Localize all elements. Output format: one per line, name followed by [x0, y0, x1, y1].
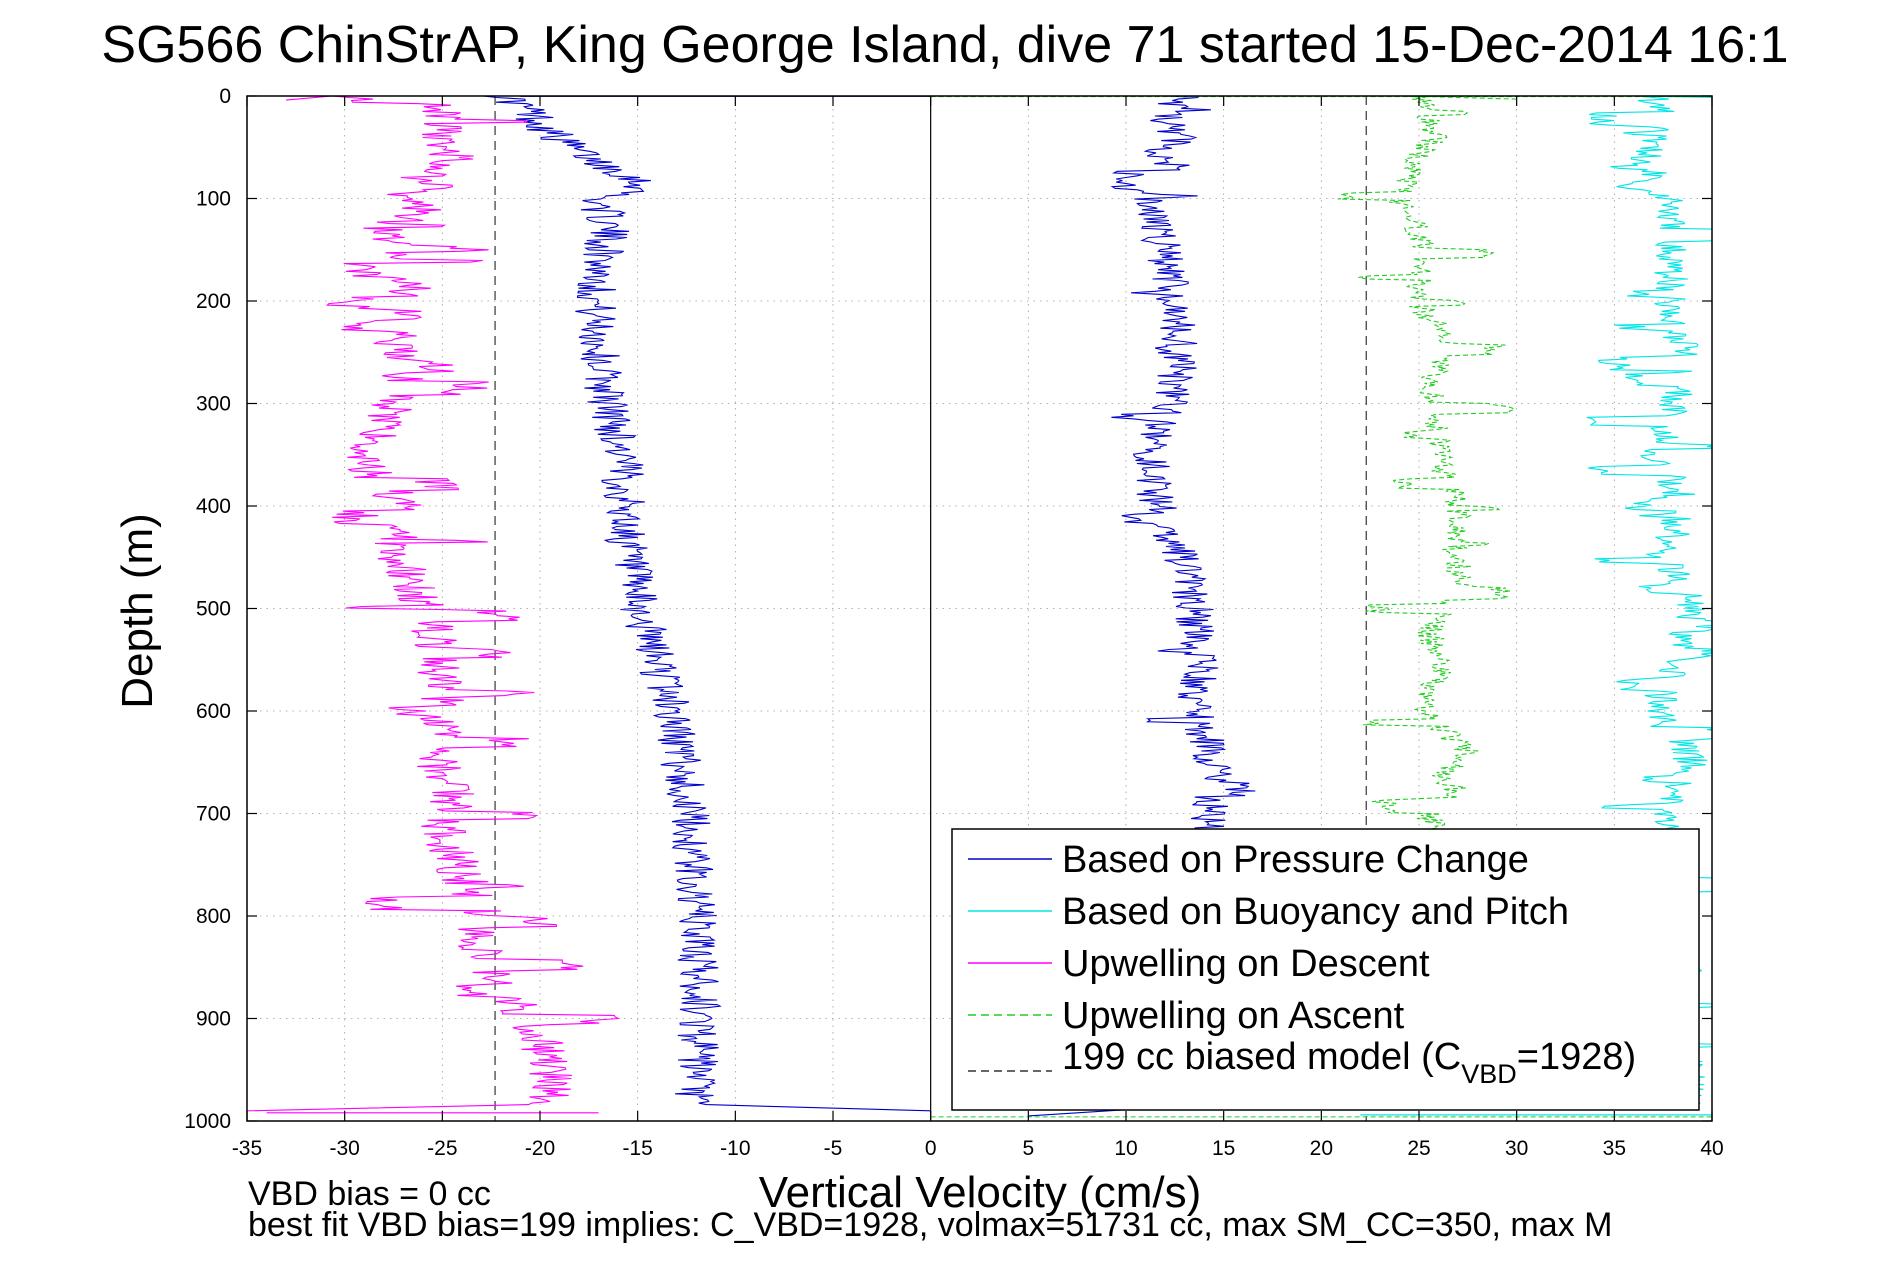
legend: Based on Pressure Change Based on Buoyanc…: [951, 828, 1700, 1111]
legend-label: Upwelling on Ascent: [1062, 995, 1405, 1037]
x-tick-label: -30: [329, 1137, 359, 1160]
y-tick-label: 900: [196, 1008, 231, 1031]
y-tick-label: 1000: [184, 1110, 231, 1133]
y-tick-label: 400: [196, 495, 231, 518]
y-tick-label: 800: [196, 905, 231, 928]
best-fit-note: best fit VBD bias=199 implies: C_VBD=192…: [248, 1206, 1612, 1244]
legend-box: [951, 828, 1700, 1111]
legend-label: Based on Pressure Change: [1062, 839, 1529, 881]
series-line-upwelling-descent: [247, 96, 621, 1112]
legend-model-suffix: =1928): [1517, 1036, 1636, 1078]
legend-items: Based on Pressure Change Based on Buoyanc…: [968, 839, 1569, 1037]
x-tick-label: 25: [1407, 1137, 1430, 1160]
y-tick-label: 0: [219, 85, 231, 108]
y-tick-label: 500: [196, 598, 231, 621]
x-tick-label: -10: [720, 1137, 750, 1160]
y-tick-label: 200: [196, 290, 231, 313]
chart-title: SG566 ChinStrAP, King George Island, div…: [101, 16, 1788, 74]
x-axis-label: Vertical Velocity (cm/s): [759, 1168, 1202, 1217]
x-tick-label: -35: [232, 1137, 262, 1160]
legend-label: Upwelling on Descent: [1062, 943, 1430, 985]
legend-model-subscript: VBD: [1461, 1059, 1517, 1089]
series-line-pressure-descent: [483, 96, 931, 1112]
vbd-bias-note: VBD bias = 0 cc: [248, 1175, 491, 1213]
y-axis-label: Depth (m): [113, 513, 162, 709]
x-tick-label: 30: [1505, 1137, 1528, 1160]
y-tick-label: 100: [196, 188, 231, 211]
x-tick-label: 0: [925, 1137, 937, 1160]
x-tick-label: 15: [1212, 1137, 1235, 1160]
y-tick-label: 300: [196, 393, 231, 416]
y-axis-ticks: 0 100 200 300 400 500 600 700 800 900 1000: [184, 85, 1712, 1133]
x-tick-label: 40: [1700, 1137, 1723, 1160]
y-tick-label: 700: [196, 803, 231, 826]
x-tick-label: -15: [622, 1137, 652, 1160]
x-tick-label: 10: [1114, 1137, 1137, 1160]
x-tick-label: -20: [525, 1137, 555, 1160]
legend-label: Based on Buoyancy and Pitch: [1062, 891, 1569, 933]
x-tick-label: 35: [1603, 1137, 1626, 1160]
x-tick-label: -5: [824, 1137, 843, 1160]
x-tick-label: 5: [1022, 1137, 1034, 1160]
x-tick-label: 20: [1310, 1137, 1333, 1160]
x-axis-ticks: -35 -30 -25 -20 -15 -10 -5 0 5 10 15 20 25 30 35 40: [232, 96, 1724, 1160]
reference-lines: [494, 96, 1367, 1121]
x-tick-label: -25: [427, 1137, 457, 1160]
legend-label-model: 199 cc biased model (CVBD=1928): [1062, 1036, 1636, 1089]
y-tick-label: 600: [196, 700, 231, 723]
legend-model-prefix: 199 cc biased model (C: [1062, 1036, 1461, 1078]
